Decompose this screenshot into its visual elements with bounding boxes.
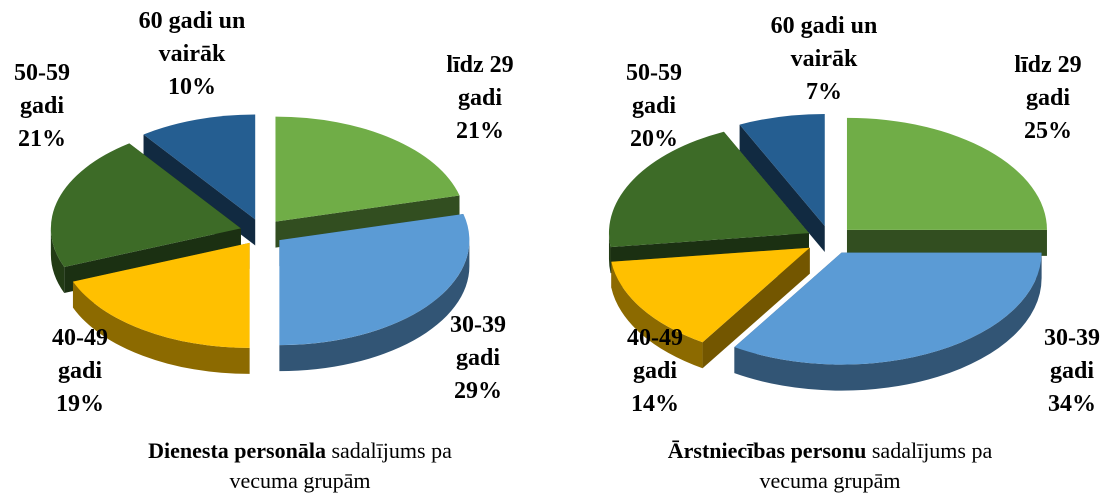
slice-side xyxy=(72,281,250,374)
chart-title-line2: vecuma grupām xyxy=(759,468,900,493)
data-label: 50-59 gadi 20% xyxy=(626,60,682,152)
slice xyxy=(50,143,241,267)
data-label: līdz 29 gadi 25% xyxy=(1014,52,1081,144)
slice xyxy=(739,113,825,226)
category-label: gadi xyxy=(456,345,500,371)
chart-title: Dienesta personāla sadalījums pa xyxy=(148,438,452,463)
value-label: 21% xyxy=(18,126,66,152)
category-label: gadi xyxy=(1026,85,1070,111)
slice xyxy=(846,117,1047,230)
slice-wall xyxy=(846,229,1047,256)
slice-side xyxy=(279,240,470,372)
slice-tops xyxy=(608,113,1047,365)
slice xyxy=(279,213,470,346)
slice xyxy=(275,116,460,222)
value-label: 25% xyxy=(1024,118,1072,144)
category-label: gadi xyxy=(58,358,102,384)
value-label: 20% xyxy=(630,126,678,152)
slice-tops xyxy=(50,114,470,348)
slice xyxy=(143,114,256,220)
slice-side xyxy=(611,261,703,369)
slice-wall xyxy=(702,247,810,369)
slice-side xyxy=(50,228,65,293)
slice-side xyxy=(734,252,1042,391)
data-label: līdz 29 gadi 21% xyxy=(446,52,513,144)
category-label: gadi xyxy=(20,93,64,119)
chart-title: Ārstniecības personu sadalījums pa xyxy=(668,438,993,463)
chart-title-line2: vecuma grupām xyxy=(229,468,370,493)
value-label: 7% xyxy=(806,79,842,105)
category-label: 50-59 xyxy=(14,60,70,86)
category-label: līdz 29 xyxy=(1014,52,1081,78)
slice xyxy=(734,252,1042,365)
data-label: 30-39 gadi 29% xyxy=(450,312,506,404)
value-label: 34% xyxy=(1048,391,1096,417)
data-label: 60 gadi un vairāk 10% xyxy=(139,8,246,100)
data-label: 40-49 gadi 19% xyxy=(52,325,108,417)
category-label: 40-49 xyxy=(52,325,108,351)
category-label: vairāk xyxy=(159,41,226,67)
slice xyxy=(608,131,809,248)
category-label: 50-59 xyxy=(626,60,682,86)
data-label: 60 gadi un vairāk 7% xyxy=(771,13,878,105)
category-label: gadi xyxy=(458,85,502,111)
category-label: gadi xyxy=(1050,358,1094,384)
data-label: 50-59 gadi 21% xyxy=(14,60,70,152)
value-label: 14% xyxy=(631,391,679,417)
slice-wall xyxy=(739,124,825,252)
category-label: 30-39 xyxy=(450,312,506,338)
value-label: 10% xyxy=(168,74,216,100)
data-label: 40-49 gadi 14% xyxy=(627,325,683,417)
category-label: gadi xyxy=(632,93,676,119)
title-text: sadalījums pa xyxy=(872,438,993,463)
category-label: vairāk xyxy=(791,46,858,72)
category-label: gadi xyxy=(633,358,677,384)
data-label: 30-39 gadi 34% xyxy=(1044,325,1100,417)
value-label: 29% xyxy=(454,378,502,404)
category-label: 30-39 xyxy=(1044,325,1100,351)
category-label: 40-49 xyxy=(627,325,683,351)
slice-wall xyxy=(143,134,256,246)
category-label: 60 gadi un xyxy=(139,8,246,34)
category-label: 60 gadi un xyxy=(771,13,878,39)
value-label: 21% xyxy=(456,118,504,144)
title-bold: Ārstniecības personu xyxy=(668,438,867,463)
category-label: līdz 29 xyxy=(446,52,513,78)
slice xyxy=(72,242,250,348)
value-label: 19% xyxy=(56,391,104,417)
title-bold: Dienesta personāla xyxy=(148,438,326,463)
slice-side xyxy=(608,233,611,274)
title-text: sadalījums pa xyxy=(331,438,452,463)
slice xyxy=(611,247,810,343)
